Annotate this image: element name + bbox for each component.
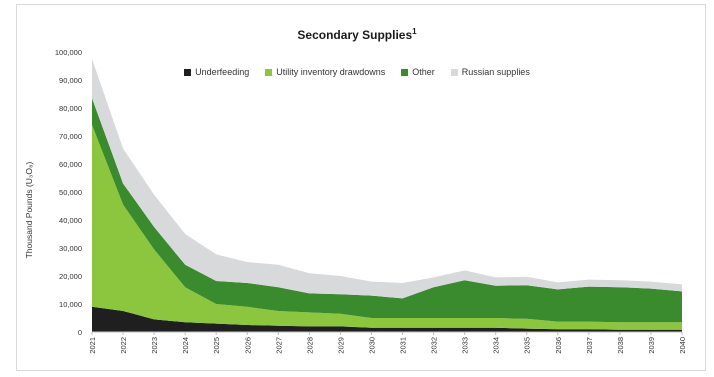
legend-item-underfeeding: Underfeeding [184,67,249,77]
y-tick-label: 10,000 [59,300,82,309]
chart-title-text: Secondary Supplies [297,28,413,42]
chart-legend: Underfeeding Utility inventory drawdowns… [0,67,714,77]
area-other [92,98,682,323]
legend-swatch [450,68,458,76]
x-tick-label: 2027 [274,337,283,354]
area-utility-inventory-drawdowns [92,124,682,330]
legend-item-other: Other [401,67,435,77]
legend-item-utility-inventory: Utility inventory drawdowns [265,67,385,77]
x-tick-label: 2038 [616,337,625,354]
chart-frame [16,4,706,371]
x-tick-label: 2025 [212,337,221,354]
x-tick-label: 2026 [243,337,252,354]
x-tick-label: 2022 [119,337,128,354]
legend-label: Other [412,67,435,77]
x-tick-label: 2040 [678,337,687,354]
chart-title: Secondary Supplies1 [0,27,714,42]
x-tick-label: 2030 [367,337,376,354]
y-tick-label: 40,000 [59,216,82,225]
y-tick-label: 30,000 [59,244,82,253]
legend-item-russian-supplies: Russian supplies [450,67,530,77]
y-tick-label: 20,000 [59,272,82,281]
x-tick-label: 2029 [336,337,345,354]
y-tick-label: 70,000 [59,132,82,141]
x-tick-label: 2039 [647,337,656,354]
x-tick-label: 2032 [430,337,439,354]
x-tick-label: 2033 [461,337,470,354]
legend-label: Underfeeding [195,67,250,77]
legend-swatch [265,68,273,76]
x-tick-label: 2036 [554,337,563,354]
y-tick-label: 50,000 [59,188,82,197]
y-tick-label: 100,000 [55,48,82,57]
legend-swatch [184,68,192,76]
x-tick-label: 2034 [492,337,501,354]
y-tick-label: 60,000 [59,160,82,169]
legend-swatch [401,68,409,76]
chart-title-superscript: 1 [412,27,417,36]
x-tick-label: 2035 [523,337,532,354]
x-tick-label: 2021 [88,337,97,354]
x-tick-label: 2037 [585,337,594,354]
x-tick-label: 2031 [399,337,408,354]
x-tick-label: 2023 [150,337,159,354]
legend-label: Russian supplies [461,67,530,77]
legend-label: Utility inventory drawdowns [276,67,386,77]
y-tick-label: 90,000 [59,76,82,85]
x-tick-label: 2028 [305,337,314,354]
x-tick-label: 2024 [181,337,190,354]
y-tick-label: 80,000 [59,104,82,113]
area-underfeeding [92,306,682,332]
y-tick-label: 0 [78,328,82,337]
